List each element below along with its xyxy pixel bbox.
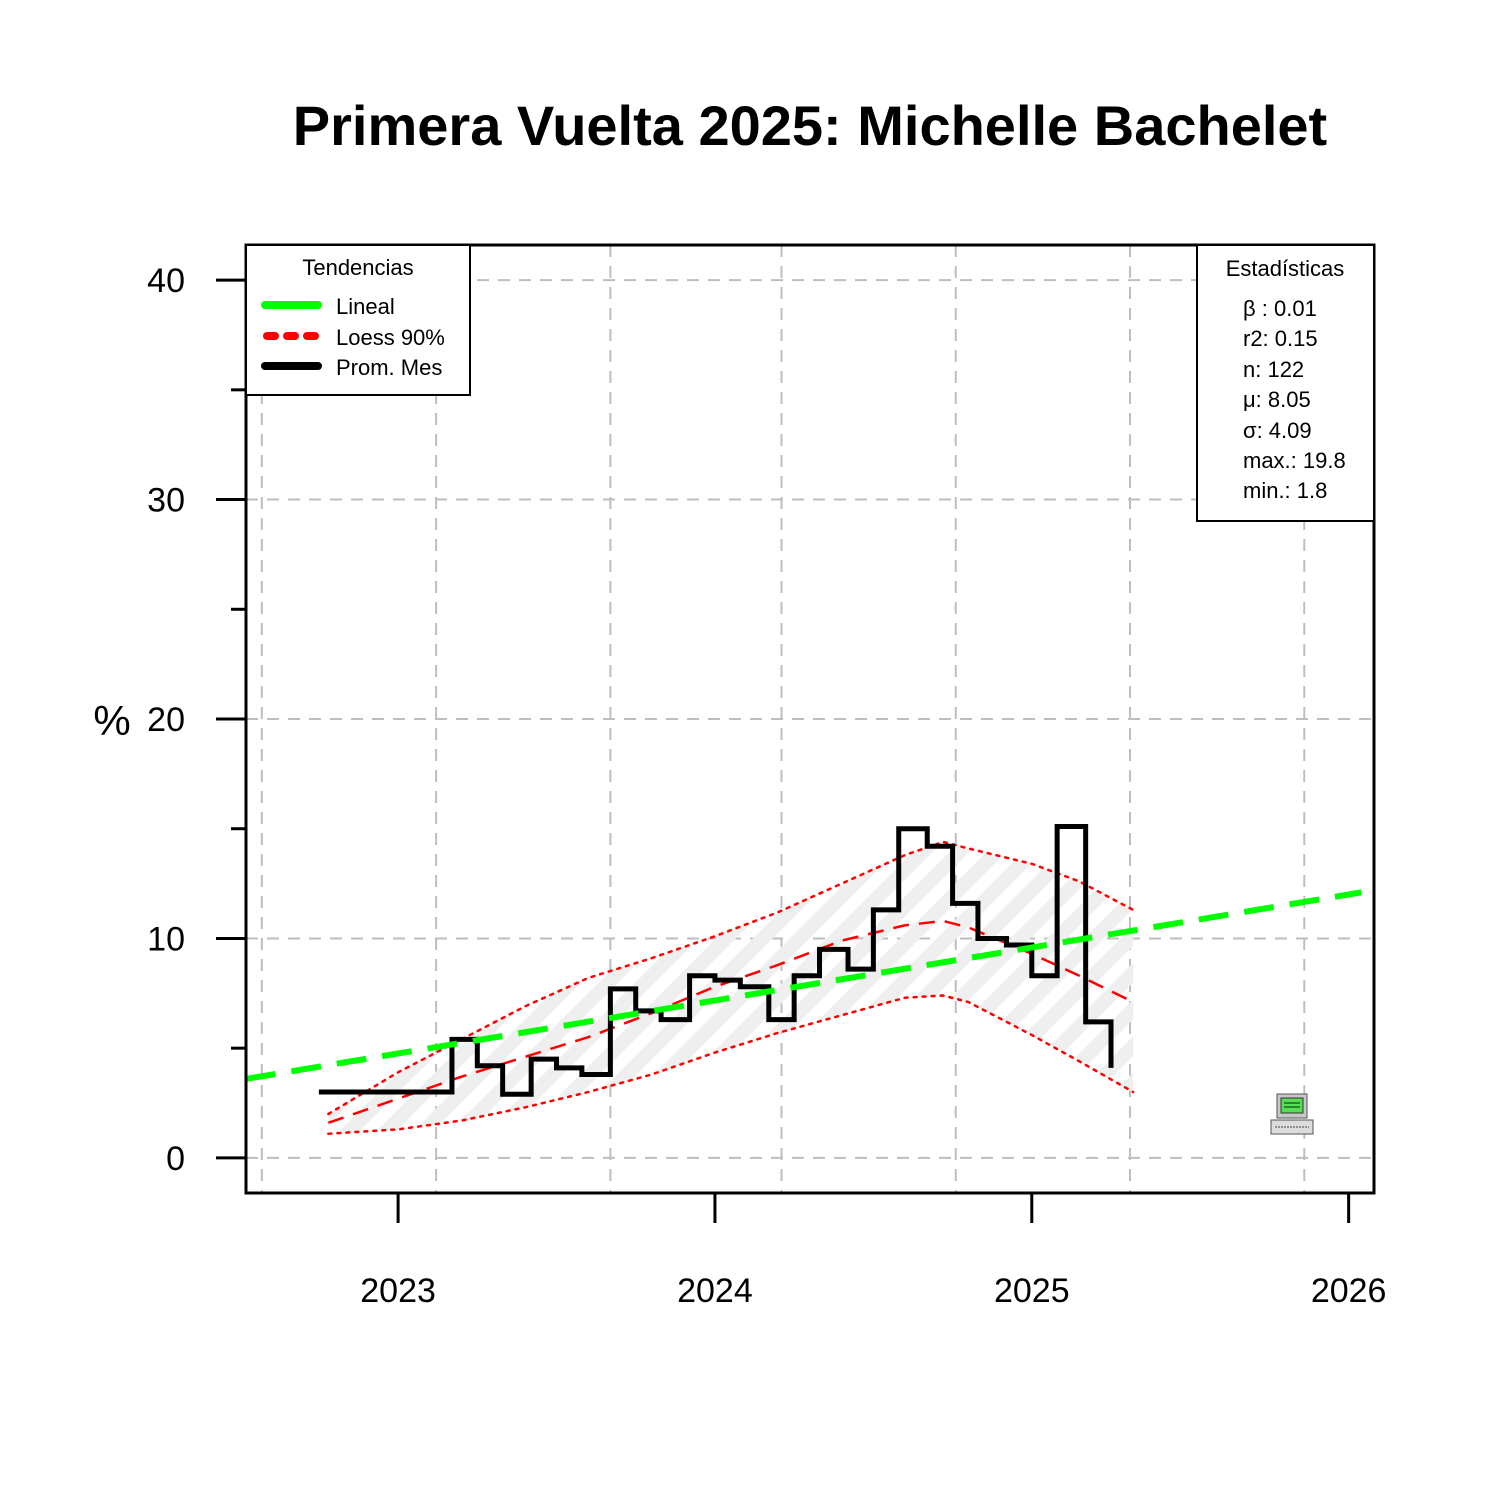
stat-mean: μ: 8.05 xyxy=(1243,387,1311,412)
y-tick-label-2: 20 xyxy=(147,701,185,739)
stats-box-frame xyxy=(1196,244,1375,522)
chart-title: Primera Vuelta 2025: Michelle Bachelet xyxy=(293,94,1327,157)
stats-box: Estadísticas β : 0.01 r2: 0.15 n: 122 μ:… xyxy=(1196,244,1375,522)
loess-upper-bound xyxy=(327,840,1135,1116)
monthly-average-line xyxy=(318,824,1114,1097)
loess-line xyxy=(327,919,1134,1124)
legend-entry-loess: Loess 90% xyxy=(336,325,445,350)
computer-icon xyxy=(1270,1093,1314,1135)
stat-sd: σ: 4.09 xyxy=(1243,418,1312,443)
y-tick-label-3: 30 xyxy=(147,482,185,520)
legend-title: Tendencias xyxy=(302,255,413,280)
y-axis: 0 10 20 30 40 xyxy=(147,262,246,1178)
legend-entry-monthly: Prom. Mes xyxy=(336,355,442,380)
stat-max: max.: 19.8 xyxy=(1243,448,1346,473)
legend-entry-lineal: Lineal xyxy=(336,294,395,319)
loess-lower-bound xyxy=(327,994,1135,1135)
stat-n: n: 122 xyxy=(1243,357,1304,382)
y-tick-label-0: 0 xyxy=(166,1140,185,1178)
x-tick-label-1: 2024 xyxy=(677,1272,753,1310)
x-tick-label-0: 2023 xyxy=(360,1272,436,1310)
stats-title: Estadísticas xyxy=(1226,256,1345,281)
series-layer xyxy=(246,824,1362,1135)
stat-min: min.: 1.8 xyxy=(1243,478,1327,503)
x-tick-label-2: 2025 xyxy=(994,1272,1070,1310)
x-tick-label-3: 2026 xyxy=(1311,1272,1387,1310)
y-axis-label: % xyxy=(93,697,130,744)
stat-r2: r2: 0.15 xyxy=(1243,326,1318,351)
y-tick-label-1: 10 xyxy=(147,920,185,958)
x-axis: 2023 2024 2025 2026 xyxy=(360,1193,1386,1310)
legend: Tendencias Lineal Loess 90% Prom. Mes xyxy=(245,244,471,396)
linear-trend-line xyxy=(246,889,1362,1082)
stat-beta: β : 0.01 xyxy=(1243,296,1317,321)
y-tick-label-4: 40 xyxy=(147,262,185,300)
